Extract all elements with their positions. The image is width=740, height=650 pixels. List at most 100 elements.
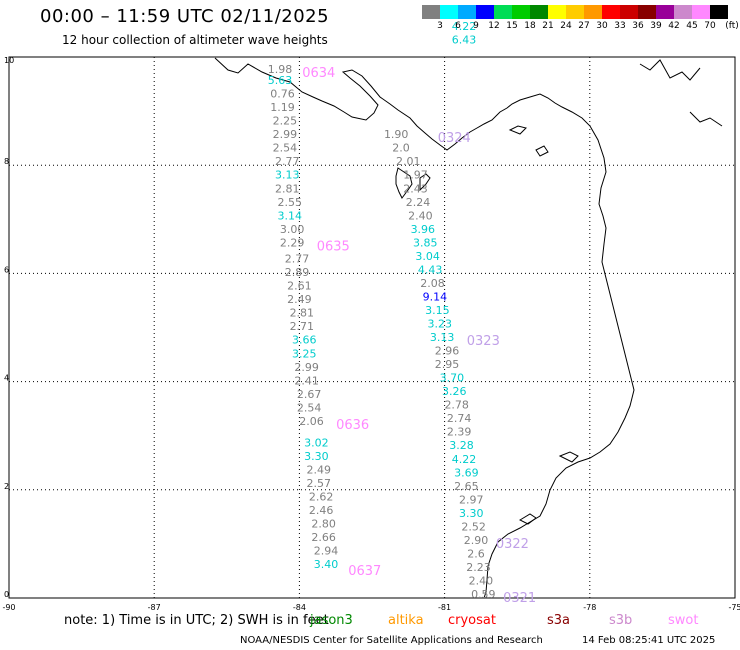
y-tick-label: 6 <box>4 265 9 274</box>
wave-height-value: 3.14 <box>277 209 302 222</box>
legend-swatch <box>692 5 710 19</box>
legend-label: 18 <box>524 21 536 31</box>
wave-height-value: 2.40 <box>469 574 494 587</box>
track: 2.772.892.612.492.812.713.663.252.992.41… <box>285 239 350 428</box>
legend-swatch <box>584 5 602 19</box>
wave-height-value: 2.52 <box>461 520 486 533</box>
legend-swatch <box>620 5 638 19</box>
wave-height-value: 0.59 <box>471 588 496 601</box>
wave-height-value: 2.24 <box>406 196 431 209</box>
wave-height-value: 2.57 <box>307 477 332 490</box>
wave-height-value: 2.90 <box>464 534 489 547</box>
legend-label: 39 <box>650 21 662 31</box>
legend-label: (ft) <box>725 21 739 31</box>
legend-swatch <box>566 5 584 19</box>
wave-height-value: 4.43 <box>418 263 443 276</box>
x-tick-label: -75 <box>728 603 740 612</box>
wave-height-value: 2.77 <box>275 155 300 168</box>
wave-height-value: 0.76 <box>270 88 295 101</box>
map-frame <box>8 56 736 599</box>
wave-height-value: 2.49 <box>287 293 312 306</box>
legend-label: 45 <box>686 21 698 31</box>
y-tick-label: 0 <box>4 590 9 599</box>
satellite-key-item: cryosat <box>448 613 496 628</box>
color-legend <box>422 5 728 19</box>
credit-line: NOAA/NESDIS Center for Satellite Applica… <box>240 635 543 646</box>
wave-height-value: 3.13 <box>430 331 455 344</box>
track: 0637 <box>348 564 381 579</box>
wave-height-value: 4.22 <box>452 20 477 33</box>
wave-height-value: 3.96 <box>411 223 436 236</box>
axis-labels: -90 -87 -84 -81 -78 -75 0 2 4 6 8 10 <box>2 56 740 612</box>
wave-height-value: 2.94 <box>314 545 339 558</box>
wave-height-value: 6.43 <box>452 33 477 46</box>
satellite-key-item: s3b <box>609 613 633 628</box>
pass-label: 0634 <box>302 66 335 81</box>
wave-height-value: 3.40 <box>314 558 339 571</box>
legend-swatch <box>476 5 494 19</box>
wave-height-value: 9.14 <box>423 290 448 303</box>
legend-label: 6 <box>455 21 461 31</box>
wave-height-value: 1.97 <box>403 169 428 182</box>
legend-label: 36 <box>632 21 644 31</box>
wave-height-value: 3.23 <box>428 318 453 331</box>
wave-height-value: 3.13 <box>275 169 300 182</box>
wave-height-value: 3.28 <box>449 439 474 452</box>
legend-swatch <box>440 5 458 19</box>
pass-label: 0322 <box>496 537 529 552</box>
legend-swatch <box>656 5 674 19</box>
color-legend-labels: 3 6 9 12 15 18 21 24 27 30 33 36 39 42 45 70 (ft) <box>422 21 740 35</box>
page-subtitle: 12 hour collection of altimeter wave hei… <box>62 33 328 47</box>
generated-timestamp: 14 Feb 08:25:41 UTC 2025 <box>582 635 716 646</box>
legend-swatch <box>494 5 512 19</box>
wave-height-value: 3.85 <box>413 236 438 249</box>
wave-height-value: 2.71 <box>290 320 315 333</box>
legend-label: 33 <box>614 21 626 31</box>
wave-height-value: 2.89 <box>285 266 310 279</box>
track: 0321 <box>503 591 536 606</box>
wave-height-value: 5.63 <box>268 74 293 87</box>
legend-swatch <box>512 5 530 19</box>
wave-height-value: 2.95 <box>435 358 460 371</box>
wave-height-value: 2.55 <box>277 196 302 209</box>
legend-swatch <box>710 5 728 19</box>
wave-height-value: 2.01 <box>396 155 421 168</box>
wave-height-value: 2.65 <box>454 480 479 493</box>
legend-label: 3 <box>437 21 443 31</box>
x-tick-label: -90 <box>2 603 15 612</box>
wave-height-value: 2.80 <box>311 518 336 531</box>
wave-height-value: 3.04 <box>415 250 440 263</box>
wave-height-value: 2.23 <box>466 561 491 574</box>
x-tick-label: -84 <box>293 603 306 612</box>
wave-height-value: 2.81 <box>275 182 300 195</box>
legend-swatch <box>530 5 548 19</box>
page-title: 00:00 – 11:59 UTC 02/11/2025 <box>40 6 330 27</box>
legend-label: 24 <box>560 21 572 31</box>
track: 1.985.630.761.192.252.992.542.773.132.81… <box>268 63 336 249</box>
pass-label: 0635 <box>317 239 350 254</box>
wave-height-value: 2.06 <box>299 415 324 428</box>
y-tick-label: 2 <box>4 482 9 491</box>
track: 1.902.02.011.972.432.242.403.963.853.044… <box>384 128 471 344</box>
legend-label: 9 <box>473 21 479 31</box>
wave-height-value: 2.81 <box>290 307 315 320</box>
footer-note: note: 1) Time is in UTC; 2) SWH is in fe… <box>64 613 329 628</box>
wave-height-value: 2.99 <box>273 128 298 141</box>
wave-height-value: 2.97 <box>459 493 484 506</box>
y-tick-label: 10 <box>4 56 14 65</box>
wave-height-value: 2.39 <box>447 426 472 439</box>
wave-height-value: 3.25 <box>292 347 317 360</box>
wave-height-value: 2.74 <box>447 412 472 425</box>
wave-height-value: 3.70 <box>440 372 465 385</box>
gridlines <box>9 57 735 598</box>
legend-swatch <box>674 5 692 19</box>
track: 2.62.232.400.59 0322 <box>466 537 529 601</box>
satellite-key-item: altika <box>388 613 424 628</box>
legend-label: 12 <box>488 21 500 31</box>
pass-label: 0323 <box>467 334 500 349</box>
satellite-key-item: s3a <box>547 613 571 628</box>
wave-height-value: 1.19 <box>270 101 295 114</box>
satellite-key-item: swot <box>668 613 699 628</box>
wave-height-value: 2.08 <box>420 277 445 290</box>
wave-height-value: 1.98 <box>268 63 293 76</box>
